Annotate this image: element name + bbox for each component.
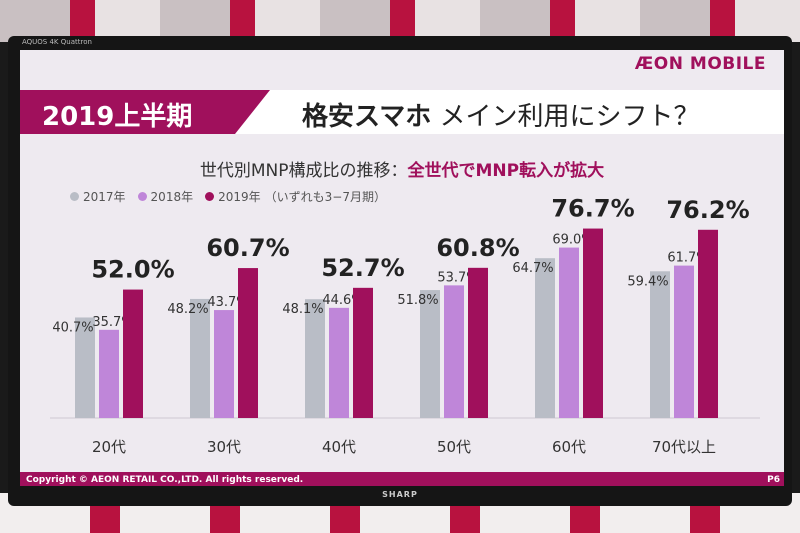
chart-legend: 2017年 2018年 2019年 （いずれも3−7月期） bbox=[70, 188, 386, 205]
bar-2018年 bbox=[214, 310, 234, 418]
subtitle-highlight: 全世代でMNP転入が拡大 bbox=[407, 161, 605, 181]
bar-2018年 bbox=[674, 265, 694, 418]
data-label: 48.2% bbox=[167, 302, 208, 317]
bar-2017年 bbox=[535, 258, 555, 418]
data-label: 48.1% bbox=[282, 302, 323, 317]
chart-subtitle: 世代別MNP構成比の推移：全世代でMNP転入が拡大 bbox=[20, 156, 784, 181]
bar-2019年 bbox=[698, 229, 718, 418]
period-badge: 2019上半期 bbox=[20, 90, 270, 134]
category-label: 30代 bbox=[207, 438, 241, 456]
data-label: 40.7% bbox=[52, 320, 93, 335]
bar-2017年 bbox=[305, 299, 325, 418]
legend-label-2017: 2017年 bbox=[83, 190, 126, 204]
bar-2019年 bbox=[583, 228, 603, 418]
legend-item-2017: 2017年 bbox=[70, 188, 126, 205]
background-banner bbox=[0, 0, 800, 42]
bar-2017年 bbox=[420, 290, 440, 418]
bar-2017年 bbox=[190, 298, 210, 418]
legend-dot-2017 bbox=[70, 192, 79, 201]
bar-2019年 bbox=[238, 268, 258, 418]
category-label: 60代 bbox=[552, 438, 586, 456]
subtitle-plain: 世代別MNP構成比の推移： bbox=[199, 161, 408, 181]
bar-2017年 bbox=[650, 271, 670, 418]
category-label: 70代以上 bbox=[652, 438, 716, 456]
legend-dot-2018 bbox=[137, 192, 147, 201]
tv-maker-label: SHARP bbox=[382, 490, 418, 499]
slide-title: 格安スマホ メイン利用にシフト？ bbox=[302, 96, 700, 133]
data-label: 64.7% bbox=[512, 261, 553, 276]
bar-2019年 bbox=[353, 287, 373, 418]
data-label: 51.8% bbox=[397, 293, 438, 308]
legend-dot-2019 bbox=[205, 192, 215, 201]
copyright-text: Copyright © AEON RETAIL CO.,LTD. All rig… bbox=[26, 475, 304, 485]
slide-screen: ÆON MOBILE 2019上半期 格安スマホ メイン利用にシフト？ 世代別M… bbox=[20, 50, 784, 486]
data-label: 76.2% bbox=[666, 196, 749, 224]
data-label: 52.0% bbox=[91, 256, 174, 284]
page-number: P6 bbox=[767, 475, 780, 485]
legend-item-2018: 2018年 bbox=[137, 188, 194, 205]
aeon-mobile-logo: ÆON MOBILE bbox=[634, 54, 766, 74]
data-label: 76.7% bbox=[551, 195, 634, 223]
data-label: 60.7% bbox=[206, 234, 289, 262]
legend-label-2019: 2019年 bbox=[218, 190, 261, 204]
category-label: 20代 bbox=[92, 438, 126, 456]
legend-item-2019: 2019年 （いずれも3−7月期） bbox=[205, 188, 386, 205]
tv-brand-label: AQUOS 4K Quattron bbox=[22, 38, 92, 46]
data-label: 59.4% bbox=[627, 274, 668, 289]
period-label: 2019上半期 bbox=[42, 102, 193, 132]
bar-2018年 bbox=[559, 247, 579, 418]
legend-note: （いずれも3−7月期） bbox=[264, 190, 386, 204]
bar-2017年 bbox=[75, 317, 95, 418]
bar-2019年 bbox=[123, 289, 143, 418]
footer-band bbox=[20, 472, 784, 486]
data-label: 60.8% bbox=[436, 234, 519, 262]
bar-chart: 40.7%35.7%52.0%20代48.2%43.7%60.7%30代48.1… bbox=[50, 195, 760, 456]
slide-title-bold: 格安スマホ bbox=[302, 102, 432, 132]
bar-2019年 bbox=[468, 267, 488, 418]
slide-title-rest: メイン利用にシフト？ bbox=[439, 102, 700, 132]
bar-2018年 bbox=[99, 329, 119, 418]
category-label: 50代 bbox=[437, 438, 471, 456]
bar-2018年 bbox=[329, 307, 349, 418]
legend-label-2018: 2018年 bbox=[150, 190, 194, 204]
data-label: 52.7% bbox=[321, 254, 404, 282]
category-label: 40代 bbox=[322, 438, 356, 456]
bar-2018年 bbox=[444, 285, 464, 418]
